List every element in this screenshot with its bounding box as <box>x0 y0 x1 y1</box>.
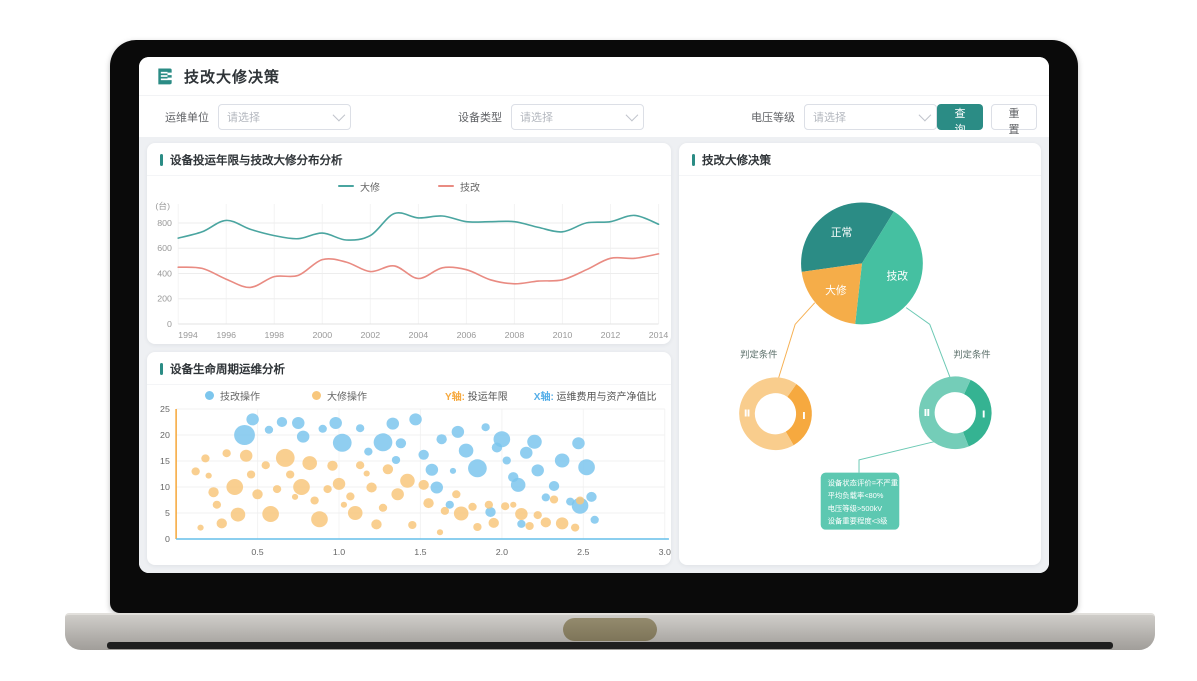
svg-text:0: 0 <box>167 319 172 329</box>
svg-text:20: 20 <box>160 430 170 440</box>
laptop-bottom-strip <box>107 642 1113 649</box>
device-type-label: 设备类型 <box>458 111 502 124</box>
x-axis-note: X轴: 运维费用与资产净值比 <box>533 391 657 403</box>
dashboard-content: 设备投运年限与技改大修分布分析 大修 技改 0 200 400 600 800 (台) 199… <box>139 137 1049 573</box>
legend-item[interactable]: 技改操作 <box>205 388 260 403</box>
svg-text:2002: 2002 <box>361 330 381 340</box>
svg-text:2014: 2014 <box>649 330 669 340</box>
svg-text:大修: 大修 <box>825 283 847 297</box>
om-unit-label: 运维单位 <box>165 111 209 124</box>
svg-text:平均负载率<80%: 平均负载率<80% <box>828 491 884 500</box>
title-accent-bar <box>160 363 163 375</box>
decision-title-row: 技改大修决策 <box>679 143 1041 176</box>
legend-item[interactable]: 大修操作 <box>312 388 367 403</box>
chevron-down-icon <box>332 108 346 122</box>
chevron-down-icon <box>918 108 932 122</box>
bubble-chart: 0 5 10 15 20 25 0.5 1.0 1.5 2.0 2.5 3.0 <box>160 405 671 557</box>
svg-text:800: 800 <box>157 218 172 228</box>
filter-bar: 运维单位 请选择 设备类型 请选择 电压等级 <box>139 95 1049 137</box>
bubble-chart-title: 设备生命周期运维分析 <box>170 364 285 376</box>
legend-dot-swatch <box>312 390 321 400</box>
svg-text:200: 200 <box>157 294 172 304</box>
decision-card: 技改大修决策 正常技改大修判定条件 判定条件 Ⅰ Ⅱ Ⅰ Ⅱ 设备状态评价=不严重 平均负载率… <box>679 143 1041 565</box>
legend-item[interactable]: 大修 <box>338 179 380 194</box>
svg-text:2004: 2004 <box>409 330 429 340</box>
svg-text:400: 400 <box>157 269 172 279</box>
voltage-level-placeholder: 请选择 <box>813 111 846 124</box>
device-type-select[interactable]: 请选择 <box>511 103 644 130</box>
title-accent-bar <box>160 154 163 166</box>
line-chart-legend: 大修 技改 <box>147 176 671 196</box>
svg-text:(台): (台) <box>155 200 170 211</box>
svg-text:判定条件: 判定条件 <box>953 349 990 360</box>
svg-text:1.0: 1.0 <box>333 547 345 557</box>
svg-text:0: 0 <box>165 534 170 544</box>
app-logo-icon <box>155 66 175 86</box>
line-chart-title: 设备投运年限与技改大修分布分析 <box>170 155 343 167</box>
svg-text:设备重要程度<3级: 设备重要程度<3级 <box>828 517 889 526</box>
legend-dot-swatch <box>205 390 214 400</box>
svg-text:2008: 2008 <box>505 330 525 340</box>
svg-text:1996: 1996 <box>216 330 236 340</box>
voltage-level-label: 电压等级 <box>751 111 795 124</box>
legend-line-swatch <box>438 185 454 187</box>
page-title: 技改大修决策 <box>184 68 281 86</box>
filter-buttons: 查询 重置 <box>937 103 1037 136</box>
om-unit-select[interactable]: 请选择 <box>218 103 351 130</box>
svg-text:10: 10 <box>160 482 170 492</box>
dashboard-screen: 技改大修决策 运维单位 请选择 设备类型 请选择 <box>139 57 1049 573</box>
svg-text:设备状态评价=不严重: 设备状态评价=不严重 <box>828 478 899 487</box>
svg-text:2000: 2000 <box>312 330 332 340</box>
svg-text:1.5: 1.5 <box>414 547 426 557</box>
svg-text:2010: 2010 <box>553 330 573 340</box>
svg-text:25: 25 <box>160 405 170 414</box>
svg-text:Ⅰ: Ⅰ <box>982 409 986 420</box>
line-chart-title-row: 设备投运年限与技改大修分布分析 <box>147 143 671 176</box>
filter-om-unit: 运维单位 请选择 <box>165 103 351 130</box>
svg-text:15: 15 <box>160 456 170 466</box>
svg-text:2.0: 2.0 <box>496 547 508 557</box>
filter-voltage-level: 电压等级 请选择 <box>751 103 937 130</box>
svg-text:2012: 2012 <box>601 330 621 340</box>
voltage-level-select[interactable]: 请选择 <box>804 103 937 130</box>
legend-line-swatch <box>338 185 354 187</box>
bubble-chart-title-row: 设备生命周期运维分析 <box>147 352 671 385</box>
svg-text:5: 5 <box>165 508 170 518</box>
svg-text:技改: 技改 <box>886 269 908 283</box>
bubble-chart-legend: 技改操作 大修操作 Y轴: 投运年限 X轴: 运维费用与资产净值比 <box>147 385 671 405</box>
y-axis-note: Y轴: 投运年限 <box>445 391 508 403</box>
svg-text:1998: 1998 <box>264 330 284 340</box>
svg-text:2.5: 2.5 <box>577 547 589 557</box>
svg-text:2006: 2006 <box>457 330 477 340</box>
svg-text:Ⅱ: Ⅱ <box>924 408 930 419</box>
svg-text:600: 600 <box>157 243 172 253</box>
line-chart: 0 200 400 600 800 (台) 1994 1996 1998 2000 2002 2004… <box>155 200 669 340</box>
title-accent-bar <box>692 154 695 166</box>
svg-text:判定条件: 判定条件 <box>740 349 777 360</box>
svg-text:正常: 正常 <box>831 226 853 239</box>
svg-text:0.5: 0.5 <box>251 547 263 557</box>
svg-text:Ⅰ: Ⅰ <box>802 411 806 422</box>
query-button[interactable]: 查询 <box>937 103 983 136</box>
svg-text:1994: 1994 <box>178 330 198 340</box>
laptop-lid: 技改大修决策 运维单位 请选择 设备类型 请选择 <box>110 40 1078 613</box>
filter-device-type: 设备类型 请选择 <box>458 103 644 130</box>
laptop-base <box>65 613 1155 650</box>
decision-title: 技改大修决策 <box>702 155 771 167</box>
svg-text:3.0: 3.0 <box>659 547 671 557</box>
legend-item[interactable]: 技改 <box>438 179 480 194</box>
device-type-placeholder: 请选择 <box>520 111 553 124</box>
om-unit-placeholder: 请选择 <box>227 111 260 124</box>
svg-text:电压等级>500kV: 电压等级>500kV <box>828 504 883 513</box>
reset-button[interactable]: 重置 <box>991 103 1037 136</box>
bubble-chart-card: 设备生命周期运维分析 技改操作 大修操作 Y轴: 投运年限 X轴: 运维费用与资产净值… <box>147 352 671 565</box>
line-chart-card: 设备投运年限与技改大修分布分析 大修 技改 0 200 400 600 800 (台) 199… <box>147 143 671 344</box>
chevron-down-icon <box>625 108 639 122</box>
laptop-notch <box>563 618 657 641</box>
app-header: 技改大修决策 <box>139 57 1049 95</box>
svg-text:Ⅱ: Ⅱ <box>744 408 750 419</box>
